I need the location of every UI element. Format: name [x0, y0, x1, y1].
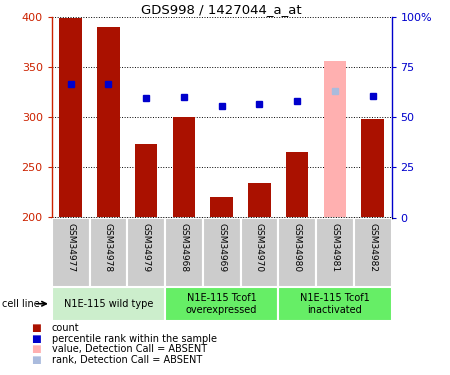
Text: N1E-115 Tcof1
inactivated: N1E-115 Tcof1 inactivated: [300, 292, 370, 315]
Text: count: count: [52, 323, 79, 333]
Text: percentile rank within the sample: percentile rank within the sample: [52, 334, 217, 344]
Bar: [240, 217, 278, 287]
Bar: [52, 217, 90, 287]
Bar: [210, 197, 233, 217]
Bar: [286, 152, 308, 217]
Text: value, Detection Call = ABSENT: value, Detection Call = ABSENT: [52, 344, 207, 354]
Bar: [52, 287, 165, 321]
Bar: [172, 117, 195, 218]
Text: N1E-115 Tcof1
overexpressed: N1E-115 Tcof1 overexpressed: [186, 292, 257, 315]
Bar: [324, 61, 346, 217]
Text: ■: ■: [32, 344, 41, 354]
Bar: [135, 144, 158, 218]
Text: GSM34969: GSM34969: [217, 223, 226, 272]
Text: GSM34982: GSM34982: [368, 223, 377, 272]
Bar: [278, 287, 392, 321]
Bar: [361, 119, 384, 218]
Bar: [127, 217, 165, 287]
Text: GSM34978: GSM34978: [104, 223, 113, 272]
Bar: [278, 217, 316, 287]
Text: GSM34977: GSM34977: [66, 223, 75, 272]
Bar: [316, 217, 354, 287]
Bar: [90, 217, 127, 287]
Bar: [354, 217, 392, 287]
Bar: [59, 18, 82, 217]
Bar: [165, 287, 278, 321]
Bar: [248, 183, 271, 218]
Bar: [203, 217, 240, 287]
Text: cell line: cell line: [2, 299, 40, 309]
Text: ■: ■: [32, 334, 41, 344]
Text: GSM34980: GSM34980: [292, 223, 302, 272]
Text: ■: ■: [32, 323, 41, 333]
Title: GDS998 / 1427044_a_at: GDS998 / 1427044_a_at: [141, 3, 302, 16]
Bar: [97, 27, 120, 218]
Text: rank, Detection Call = ABSENT: rank, Detection Call = ABSENT: [52, 355, 202, 364]
Text: GSM34981: GSM34981: [330, 223, 339, 272]
Text: GSM34970: GSM34970: [255, 223, 264, 272]
Bar: [165, 217, 203, 287]
Text: GSM34979: GSM34979: [142, 223, 151, 272]
Text: N1E-115 wild type: N1E-115 wild type: [64, 299, 153, 309]
Text: ■: ■: [32, 355, 41, 364]
Text: GSM34968: GSM34968: [180, 223, 189, 272]
